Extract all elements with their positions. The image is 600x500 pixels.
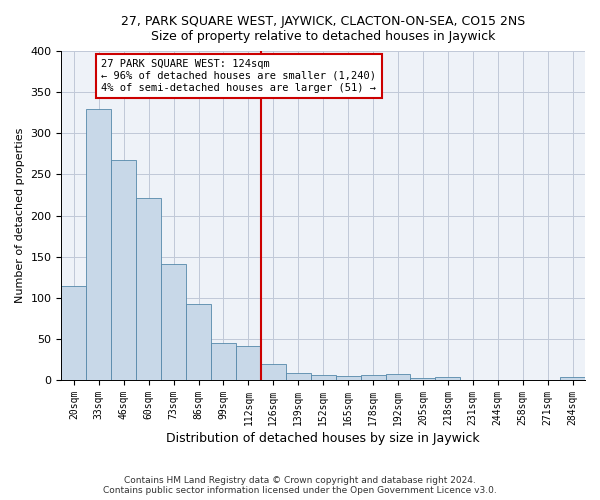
- Bar: [335, 376, 361, 380]
- X-axis label: Distribution of detached houses by size in Jaywick: Distribution of detached houses by size …: [166, 432, 480, 445]
- Bar: [186, 304, 211, 380]
- Bar: [211, 343, 236, 380]
- Bar: [436, 377, 460, 380]
- Bar: [386, 374, 410, 380]
- Bar: [61, 286, 86, 380]
- Bar: [410, 378, 436, 380]
- Bar: [136, 198, 161, 380]
- Bar: [560, 377, 585, 380]
- Y-axis label: Number of detached properties: Number of detached properties: [15, 128, 25, 304]
- Bar: [236, 346, 261, 380]
- Bar: [86, 108, 111, 380]
- Bar: [111, 160, 136, 380]
- Bar: [286, 372, 311, 380]
- Bar: [261, 364, 286, 380]
- Title: 27, PARK SQUARE WEST, JAYWICK, CLACTON-ON-SEA, CO15 2NS
Size of property relativ: 27, PARK SQUARE WEST, JAYWICK, CLACTON-O…: [121, 15, 526, 43]
- Bar: [311, 375, 335, 380]
- Bar: [361, 375, 386, 380]
- Text: Contains HM Land Registry data © Crown copyright and database right 2024.
Contai: Contains HM Land Registry data © Crown c…: [103, 476, 497, 495]
- Text: 27 PARK SQUARE WEST: 124sqm
← 96% of detached houses are smaller (1,240)
4% of s: 27 PARK SQUARE WEST: 124sqm ← 96% of det…: [101, 60, 376, 92]
- Bar: [161, 264, 186, 380]
